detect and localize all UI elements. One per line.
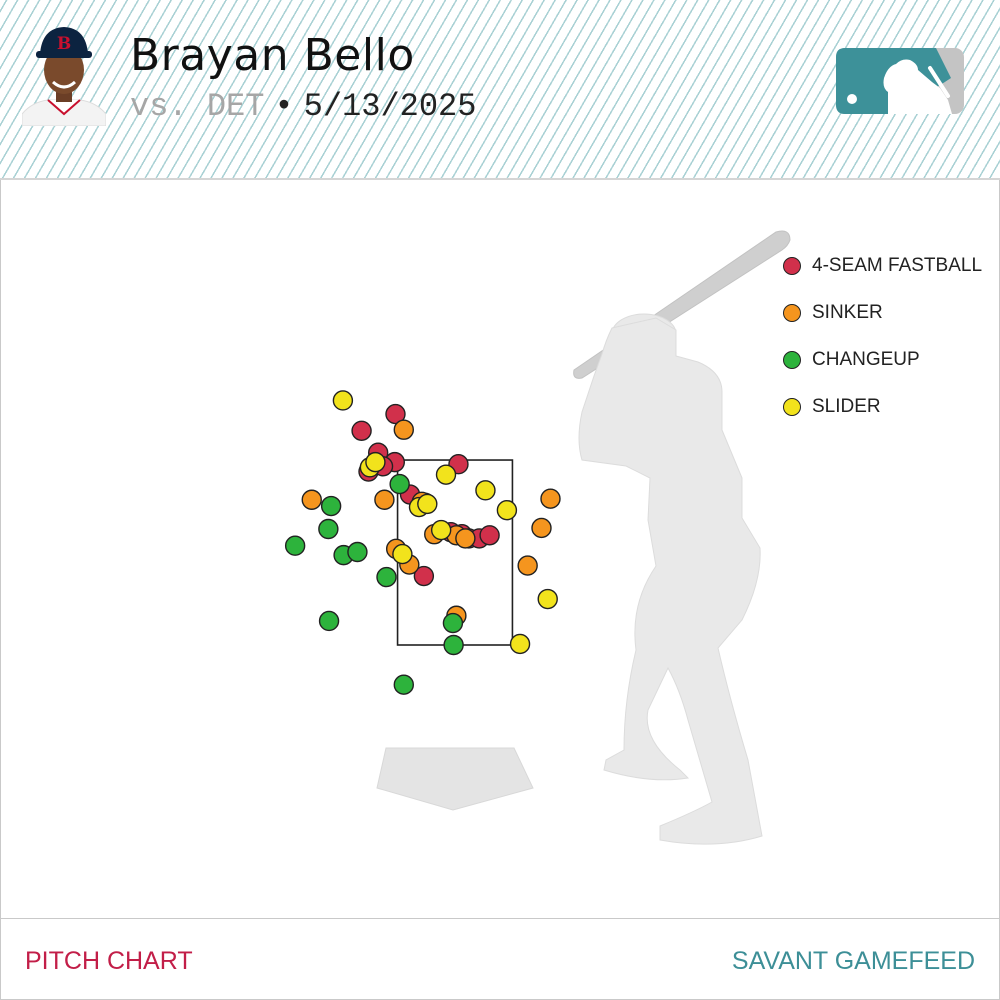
legend-item-changeup[interactable]: CHANGEUP: [783, 349, 982, 396]
pitch-point-changeup[interactable]: [347, 541, 368, 563]
legend-dot-sinker: [783, 304, 801, 322]
pitch-point-slider[interactable]: [332, 390, 354, 411]
pitch-point-slider[interactable]: [537, 588, 558, 610]
pitch-point-slider[interactable]: [392, 543, 413, 565]
legend-dot-changeup: [783, 351, 801, 369]
legend-dot-slider: [783, 398, 801, 416]
pitch-point-changeup[interactable]: [318, 518, 339, 540]
legend-label: 4-SEAM FASTBALL: [812, 255, 983, 276]
legend-label: CHANGEUP: [812, 349, 920, 370]
legend-item-4-seam-fastball[interactable]: 4-SEAM FASTBALL: [783, 255, 982, 302]
header-banner: B Brayan Bello vs. DET • 5/13/2025: [0, 0, 1000, 180]
footer-divider: [0, 918, 1000, 919]
pitch-legend: 4-SEAM FASTBALL SINKER CHANGEUP SLIDER: [783, 255, 982, 443]
opponent-label: vs. DET: [130, 88, 265, 125]
pitch-point-changeup[interactable]: [284, 535, 306, 556]
player-avatar: B: [22, 27, 106, 126]
pitch-point-changeup[interactable]: [318, 610, 340, 632]
pitch-point-slider[interactable]: [430, 519, 452, 541]
pitch-point-slider[interactable]: [475, 480, 496, 501]
pitch-point-slider[interactable]: [365, 451, 386, 473]
pitch-chart-link[interactable]: PITCH CHART: [25, 947, 193, 975]
pitch-point-sinker[interactable]: [455, 528, 476, 549]
pitch-point-sinker[interactable]: [374, 489, 395, 510]
pitch-point-sinker[interactable]: [301, 489, 322, 510]
pitch-point-4-seam-fastball[interactable]: [385, 403, 406, 425]
cap-logo: B: [57, 34, 71, 54]
legend-item-slider[interactable]: SLIDER: [783, 396, 982, 443]
player-name: Brayan Bello: [130, 30, 415, 81]
mlb-logo-icon[interactable]: [836, 48, 964, 114]
batter-silhouette: [573, 230, 791, 845]
pitch-point-changeup[interactable]: [320, 495, 342, 517]
legend-item-sinker[interactable]: SINKER: [783, 302, 982, 349]
pitch-point-sinker[interactable]: [540, 488, 561, 509]
separator: •: [274, 88, 294, 125]
pitch-point-changeup[interactable]: [389, 473, 410, 495]
pitch-point-4-seam-fastball[interactable]: [413, 565, 435, 587]
pitch-point-4-seam-fastball[interactable]: [351, 420, 372, 441]
pitch-point-slider[interactable]: [509, 633, 531, 655]
pitch-point-sinker[interactable]: [531, 517, 552, 539]
game-date: 5/13/2025: [303, 88, 477, 125]
pitch-point-changeup[interactable]: [443, 634, 464, 656]
legend-label: SINKER: [812, 302, 883, 323]
pitch-point-sinker[interactable]: [393, 419, 414, 440]
pitch-point-changeup[interactable]: [376, 566, 397, 588]
pitch-layer: [284, 390, 561, 695]
pitch-point-slider[interactable]: [496, 499, 518, 521]
home-plate: [376, 747, 534, 811]
legend-dot-4-seam-fastball: [783, 257, 801, 275]
savant-gamefeed-link[interactable]: SAVANT GAMEFEED: [731, 947, 975, 975]
pitch-point-changeup[interactable]: [393, 674, 414, 695]
pitch-point-sinker[interactable]: [517, 555, 538, 576]
pitch-point-slider[interactable]: [417, 493, 438, 515]
pitch-point-slider[interactable]: [435, 464, 457, 485]
pitch-point-4-seam-fastball[interactable]: [479, 525, 500, 546]
pitch-point-changeup[interactable]: [442, 612, 464, 634]
game-info: vs. DET • 5/13/2025: [130, 88, 476, 125]
legend-label: SLIDER: [812, 396, 881, 417]
